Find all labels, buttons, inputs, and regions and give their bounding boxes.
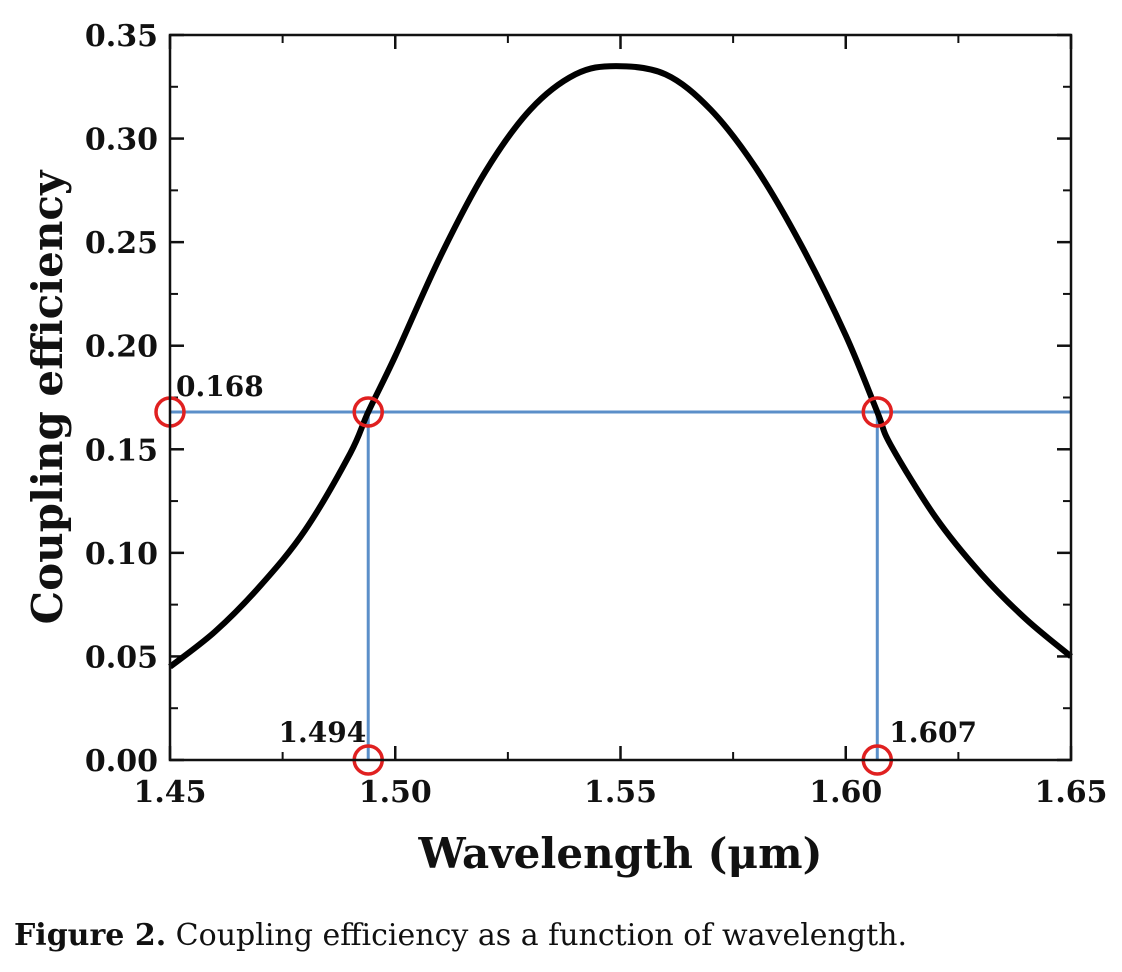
figure-caption: Figure 2. Coupling efficiency as a funct…	[14, 918, 907, 953]
marker-circle	[861, 396, 894, 428]
y-tick-label: 0.25	[85, 226, 158, 261]
y-tick-label: 0.30	[85, 123, 158, 158]
x-tick-label: 1.65	[1034, 775, 1107, 810]
efficiency-curve	[168, 63, 1073, 670]
y-tick-label: 0.05	[85, 640, 158, 675]
annotation-label: 1.607	[889, 716, 977, 749]
annotations: 0.168 1.494 1.607	[176, 370, 977, 749]
y-tick-label: 0.35	[85, 19, 158, 54]
caption-label: Figure 2.	[14, 918, 167, 953]
coupling-efficiency-chart: 1.45 1.50 1.55 1.60 1.65 0.00 0.05 0.10 0.15 0.20…	[23, 19, 1108, 878]
plot-frame	[168, 33, 1073, 762]
marker-circle	[352, 396, 384, 428]
axis-ticks	[168, 33, 1073, 762]
y-axis-title: Coupling efficiency	[23, 169, 72, 624]
y-tick-label: 0.20	[85, 330, 158, 365]
tick-labels: 1.45 1.50 1.55 1.60 1.65 0.00 0.05 0.10 0.15 0.20…	[85, 19, 1108, 810]
y-tick-label: 0.10	[85, 537, 158, 572]
x-tick-label: 1.50	[359, 775, 432, 810]
y-tick-label: 0.15	[85, 433, 158, 468]
guide-lines	[170, 410, 1071, 760]
annotation-label: 1.494	[279, 716, 367, 749]
annotation-label: 0.168	[176, 370, 264, 403]
curve-layer	[168, 63, 1073, 670]
marker-layer	[154, 396, 894, 776]
caption-text: Coupling efficiency as a function of wav…	[166, 918, 907, 953]
y-tick-label: 0.00	[85, 744, 158, 779]
x-tick-label: 1.45	[133, 775, 206, 810]
x-axis-title: Wavelength (μm)	[418, 829, 823, 878]
x-tick-label: 1.60	[809, 775, 882, 810]
x-tick-label: 1.55	[584, 775, 657, 810]
